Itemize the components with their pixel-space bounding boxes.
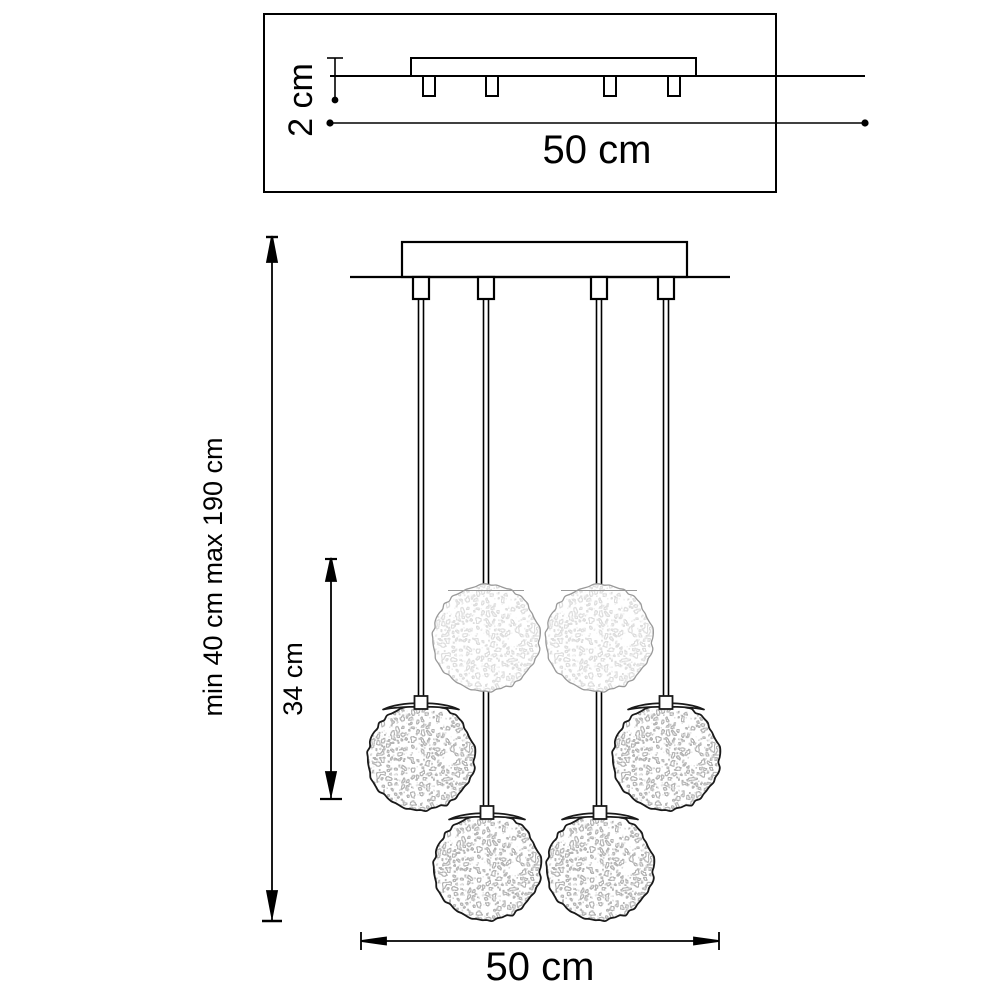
- svg-text:50 cm: 50 cm: [543, 128, 652, 172]
- svg-text:34 cm: 34 cm: [278, 642, 308, 716]
- svg-text:50 cm: 50 cm: [486, 945, 595, 989]
- svg-text:min 40 cm max 190 cm: min 40 cm max 190 cm: [198, 437, 228, 716]
- svg-text:2 cm: 2 cm: [282, 63, 320, 137]
